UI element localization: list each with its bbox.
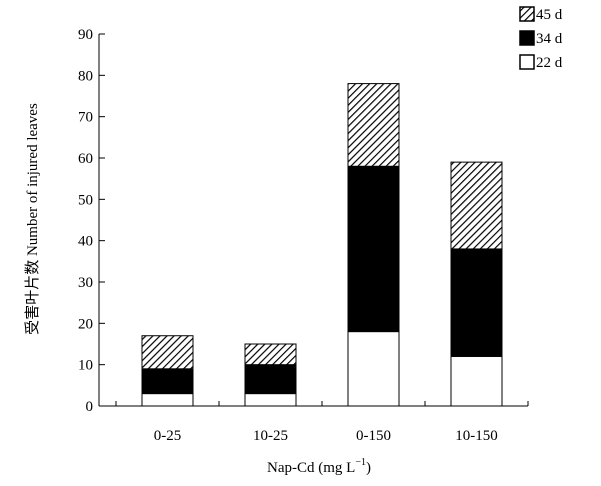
- y-tick-label: 30: [78, 275, 93, 291]
- legend-swatch-22d: [519, 54, 535, 70]
- legend-label-22d: 22 d: [536, 55, 563, 71]
- bar-segment-45d-10-25: [244, 343, 297, 366]
- legend-label-45d: 45 d: [536, 7, 563, 23]
- y-tick-label: 50: [78, 192, 93, 208]
- y-tick-label: 10: [78, 358, 93, 374]
- y-axis: 0 10 20 30 40 50 60 70 80 90: [78, 27, 105, 415]
- y-axis-title: 受害叶片数 Number of injured leaves: [24, 103, 41, 335]
- x-tick-label-0-150: 0-150: [356, 428, 391, 444]
- x-axis: 0-25 10-25 0-150 10-150: [99, 401, 529, 444]
- y-tick-label: 80: [78, 68, 93, 84]
- bar-segment-22d-0-25: [141, 393, 194, 407]
- bar-segment-34d-0-150: [347, 165, 400, 333]
- bar-segment-22d-10-150: [450, 355, 503, 407]
- y-tick-label: 70: [78, 110, 93, 126]
- bar-segment-34d-10-25: [244, 364, 297, 395]
- x-tick-label-10-150: 10-150: [455, 428, 498, 444]
- y-tick-label: 20: [78, 316, 93, 332]
- bar-segment-34d-10-150: [450, 248, 503, 357]
- x-axis-title-superscript: −1: [355, 457, 366, 468]
- x-tick-label-10-25: 10-25: [253, 428, 288, 444]
- bars-group: [141, 83, 503, 407]
- bar-segment-45d-0-150: [347, 83, 400, 167]
- bar-segment-45d-10-150: [450, 161, 503, 250]
- y-tick-label: 60: [78, 151, 93, 167]
- y-tick-label: 40: [78, 234, 93, 250]
- bar-segment-34d-0-25: [141, 368, 194, 395]
- x-tick-label-0-25: 0-25: [154, 428, 182, 444]
- legend-label-34d: 34 d: [536, 31, 563, 47]
- legend-swatch-34d: [519, 30, 535, 46]
- y-tick-label: 0: [86, 399, 94, 415]
- x-axis-title: Nap-Cd (mg L−1): [267, 457, 371, 476]
- legend: 45 d 34 d 22 d: [519, 6, 563, 71]
- y-tick-label: 90: [78, 27, 93, 43]
- legend-swatch-45d: [519, 6, 535, 22]
- bar-segment-22d-10-25: [244, 393, 297, 407]
- bar-segment-45d-0-25: [141, 335, 194, 370]
- bar-segment-22d-0-150: [347, 331, 400, 407]
